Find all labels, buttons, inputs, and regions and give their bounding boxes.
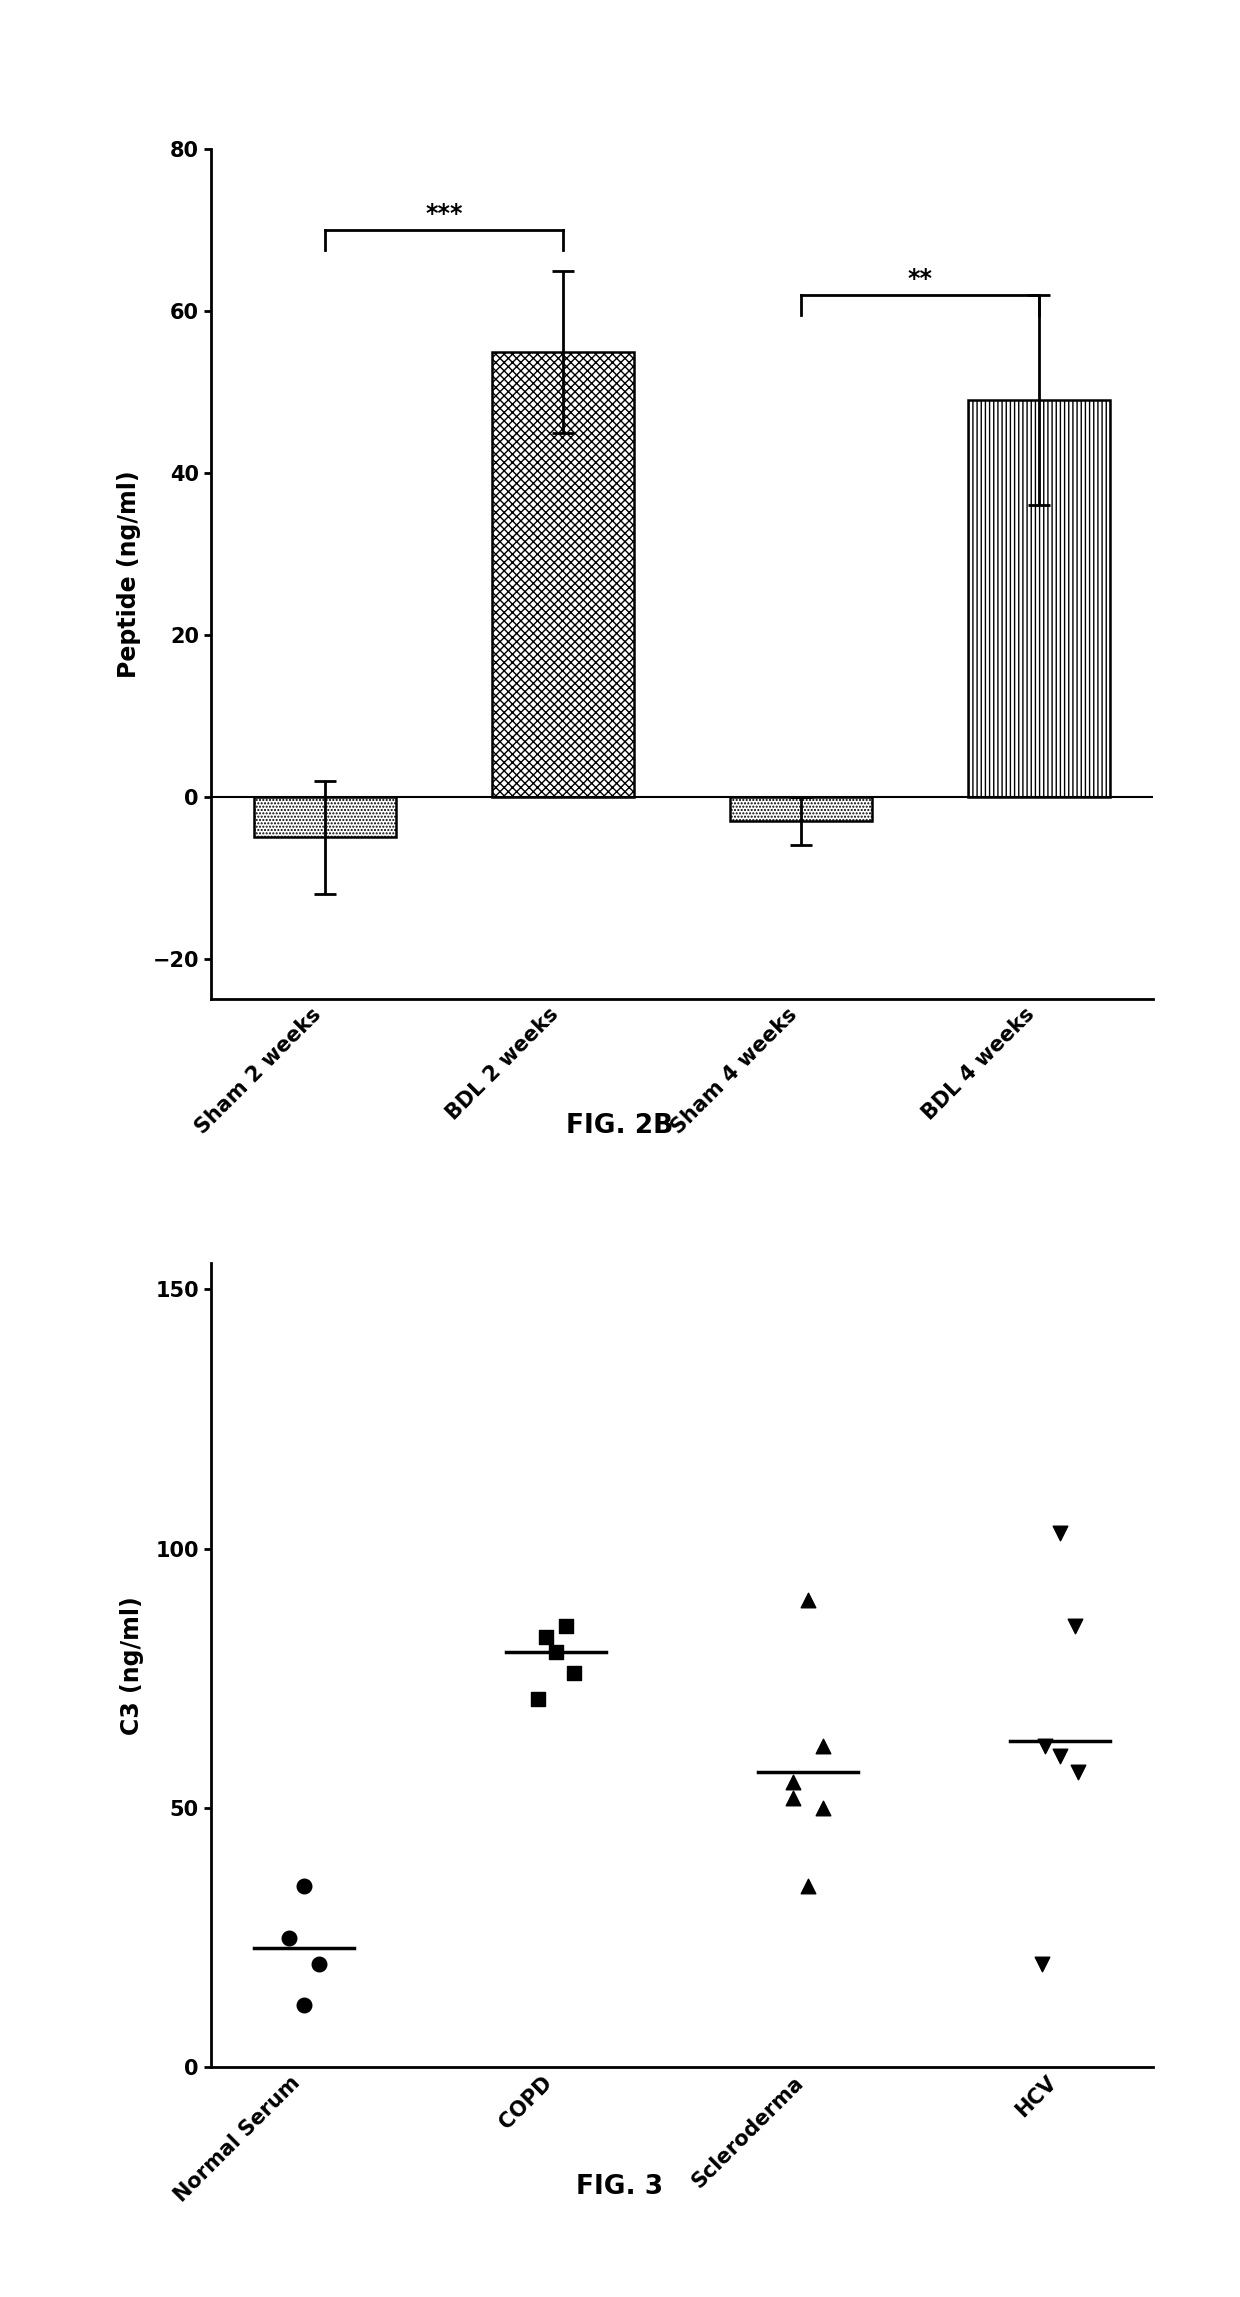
Point — [799, 1583, 818, 1619]
Point — [564, 1654, 584, 1691]
Point — [799, 1867, 818, 1904]
Text: FIG. 3: FIG. 3 — [577, 2173, 663, 2201]
Point — [294, 1867, 314, 1904]
Text: FIG. 2B: FIG. 2B — [567, 1112, 673, 1139]
Point — [546, 1633, 565, 1670]
Point — [536, 1619, 556, 1656]
Point — [309, 1946, 329, 1982]
Text: ***: *** — [425, 202, 463, 225]
Point — [782, 1764, 802, 1801]
Point — [1065, 1608, 1085, 1645]
Point — [1068, 1753, 1087, 1789]
Point — [813, 1789, 833, 1826]
Text: **: ** — [908, 266, 932, 292]
Point — [557, 1608, 577, 1645]
Point — [782, 1780, 802, 1817]
Point — [1035, 1727, 1055, 1764]
Bar — [491, 351, 635, 797]
Point — [1050, 1739, 1070, 1776]
Y-axis label: C3 (ng/ml): C3 (ng/ml) — [120, 1596, 144, 1734]
Bar — [729, 797, 873, 820]
Point — [294, 1987, 314, 2024]
Point — [279, 1920, 299, 1957]
Point — [813, 1727, 833, 1764]
Bar — [967, 400, 1110, 797]
Bar — [254, 797, 397, 838]
Point — [528, 1681, 548, 1718]
Point — [1050, 1514, 1070, 1550]
Point — [1033, 1946, 1053, 1982]
Y-axis label: Peptide (ng/ml): Peptide (ng/ml) — [118, 471, 141, 678]
